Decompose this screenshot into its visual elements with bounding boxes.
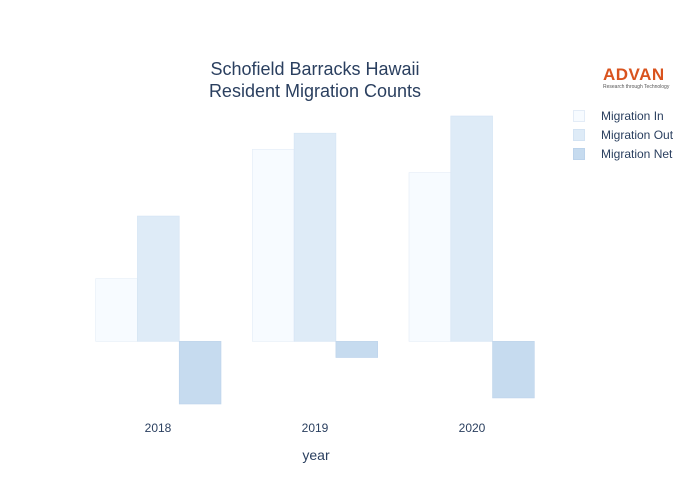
bar-migration-out-2020[interactable] <box>450 115 493 342</box>
chart-title-line-1: Schofield Barracks Hawaii <box>210 59 420 79</box>
legend-label-migration-out: Migration Out <box>601 127 674 142</box>
legend-item-migration-net[interactable]: Migration Net <box>573 144 673 163</box>
legend-item-migration-in[interactable]: Migration In <box>573 106 673 125</box>
legend: Migration In Migration Out Migration Net <box>573 106 673 163</box>
x-tick-2019: 2019 <box>301 421 329 435</box>
logo-tagline: Research through Technology <box>603 84 670 90</box>
legend-swatch-migration-net <box>573 147 585 160</box>
x-axis-label: year <box>302 447 330 463</box>
advan-logo: ADVAN Research through Technology <box>603 66 669 90</box>
bar-migration-in-2018[interactable] <box>95 278 138 342</box>
legend-label-migration-net: Migration Net <box>601 146 673 161</box>
legend-label-migration-in: Migration In <box>601 108 664 123</box>
bars-group <box>95 115 535 405</box>
bar-migration-net-2020[interactable] <box>492 341 535 399</box>
bar-migration-out-2018[interactable] <box>137 215 180 342</box>
bar-migration-out-2019[interactable] <box>293 132 337 342</box>
bar-migration-in-2020[interactable] <box>408 172 452 342</box>
bar-migration-in-2019[interactable] <box>252 149 295 342</box>
legend-swatch-migration-out <box>573 128 585 141</box>
legend-item-migration-out[interactable]: Migration Out <box>573 125 673 144</box>
logo-wordmark: ADVAN <box>603 65 665 84</box>
bar-migration-net-2019[interactable] <box>335 341 378 358</box>
bar-migration-net-2018[interactable] <box>178 341 222 405</box>
chart-title-line-2: Resident Migration Counts <box>208 81 422 101</box>
x-tick-2018: 2018 <box>144 421 172 435</box>
legend-swatch-migration-in <box>573 109 585 122</box>
x-tick-2020: 2020 <box>458 421 486 435</box>
